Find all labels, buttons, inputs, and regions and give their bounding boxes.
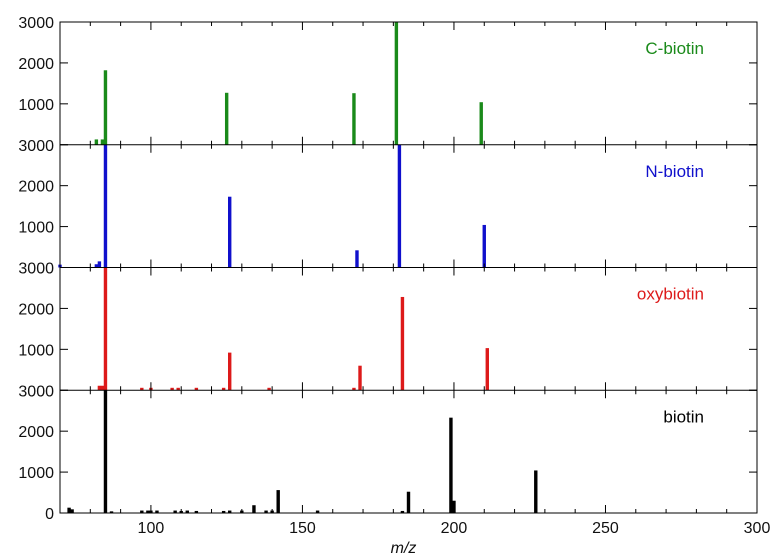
bar-biotin-10 (185, 510, 189, 513)
bar-oxybiotin-2 (103, 267, 108, 391)
bar-oxybiotin-12 (358, 365, 362, 391)
bar-oxybiotin-9 (228, 352, 232, 391)
y-tick-label-n-biotin-3000: 3000 (18, 138, 54, 155)
bar-biotin-19 (315, 510, 320, 513)
bar-biotin-12 (221, 510, 226, 513)
bar-oxybiotin-11 (352, 387, 356, 391)
x-tick-label-150: 150 (289, 520, 316, 537)
bar-biotin-21 (406, 491, 411, 513)
bar-oxybiotin-5 (170, 387, 174, 391)
bar-c-biotin-2 (103, 70, 108, 145)
bar-n-biotin-7 (482, 224, 486, 268)
bar-biotin-18 (276, 490, 280, 513)
y-tick-label-biotin-3000: 3000 (18, 383, 54, 400)
bar-biotin-13 (228, 510, 232, 513)
bar-oxybiotin-3 (140, 387, 144, 391)
bar-c-biotin-5 (394, 22, 399, 145)
bar-c-biotin-6 (479, 102, 483, 145)
panel-label-biotin: biotin (663, 407, 704, 426)
bar-c-biotin-3 (224, 92, 229, 145)
bar-oxybiotin-7 (194, 387, 199, 391)
bar-biotin-1 (70, 509, 74, 513)
bar-n-biotin-3 (103, 144, 108, 268)
bar-c-biotin-0 (94, 139, 99, 145)
x-tick-label-300: 300 (744, 520, 771, 537)
labels-layer: 100020003000C-biotin100020003000N-biotin… (18, 15, 770, 537)
y-tick-label-biotin-2000: 2000 (18, 424, 54, 441)
bar-biotin-2 (103, 390, 108, 513)
bar-biotin-0 (67, 507, 71, 513)
bar-oxybiotin-13 (400, 296, 405, 391)
panel-label-c-biotin: C-biotin (645, 39, 704, 58)
bar-oxybiotin-8 (221, 387, 226, 391)
bar-biotin-24 (534, 470, 538, 513)
y-tick-label-biotin-1000: 1000 (18, 465, 54, 482)
y-tick-label-oxybiotin-3000: 3000 (18, 261, 54, 278)
x-tick-label-100: 100 (138, 520, 165, 537)
x-tick-label-250: 250 (592, 520, 619, 537)
bars-layer (58, 22, 538, 513)
bar-biotin-16 (264, 510, 268, 513)
y-tick-label-n-biotin-2000: 2000 (18, 179, 54, 196)
bar-biotin-22 (449, 417, 453, 513)
bar-biotin-8 (173, 510, 177, 513)
bar-n-biotin-1 (94, 264, 99, 268)
bar-oxybiotin-10 (267, 387, 271, 391)
bar-oxybiotin-14 (485, 348, 489, 391)
bar-oxybiotin-0 (97, 385, 102, 391)
bar-oxybiotin-1 (100, 385, 105, 391)
bar-biotin-4 (140, 510, 144, 513)
y-tick-label-n-biotin-1000: 1000 (18, 220, 54, 237)
bar-biotin-7 (155, 510, 159, 513)
y-tick-label-biotin-0: 0 (45, 506, 54, 523)
bar-biotin-11 (194, 510, 199, 513)
y-tick-label-c-biotin-2000: 2000 (18, 56, 54, 73)
bar-n-biotin-6 (397, 144, 402, 268)
x-axis-title: m/z (391, 540, 417, 556)
bar-n-biotin-2 (97, 261, 102, 268)
y-tick-label-c-biotin-1000: 1000 (18, 97, 54, 114)
y-tick-label-oxybiotin-1000: 1000 (18, 342, 54, 359)
bar-biotin-20 (400, 510, 405, 513)
bar-n-biotin-5 (355, 250, 359, 268)
bar-oxybiotin-6 (176, 387, 180, 391)
panel-label-n-biotin: N-biotin (645, 162, 704, 181)
bar-c-biotin-1 (100, 139, 105, 145)
y-tick-label-oxybiotin-2000: 2000 (18, 301, 54, 318)
panel-label-oxybiotin: oxybiotin (637, 285, 704, 304)
bar-biotin-15 (252, 505, 256, 513)
bar-n-biotin-4 (228, 196, 232, 268)
ticks-layer (59, 21, 758, 514)
bar-biotin-5 (146, 510, 150, 513)
bar-biotin-3 (109, 511, 114, 513)
y-tick-label-c-biotin-3000: 3000 (18, 15, 54, 32)
bar-c-biotin-4 (352, 93, 356, 145)
x-tick-label-200: 200 (441, 520, 468, 537)
